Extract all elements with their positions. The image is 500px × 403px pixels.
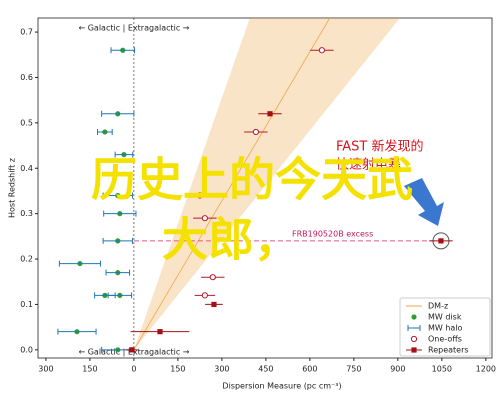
x-tick-label: 150 [82,365,97,374]
legend-box [399,297,491,357]
one-off-point [196,192,203,199]
error-bar [102,237,133,244]
y-tick-label: 0.7 [20,28,33,37]
legend-label: MW disk [428,313,462,322]
overlay-title: 大郎， [162,213,300,267]
y-axis-label: Host Redshift z [8,158,17,218]
legend-label: Repeaters [428,346,469,355]
repeater-point [267,111,273,117]
y-tick-label: 0.5 [20,118,33,127]
x-tick-label: 1200 [476,365,496,374]
dmz-line [133,17,331,351]
overlay-title: 历史上的今天武 [91,153,413,207]
error-bar [107,292,133,299]
plot-frame [37,17,493,359]
one-off-point [252,128,260,136]
error-bar [110,47,135,54]
error-bar [58,260,101,267]
x-tick-label: 450 [258,365,273,374]
y-tick-label: 0.6 [20,73,33,82]
y-tick-label: 0.0 [20,345,33,354]
y-tick-label: 0.3 [20,209,33,218]
legend-swatch [407,325,421,331]
error-bar [103,210,137,217]
legend-swatch [411,347,417,353]
one-off-point [318,47,325,54]
one-off-point [201,292,208,299]
y-tick-label: 0.1 [20,300,33,309]
x-tick-label: 1050 [432,365,452,374]
repeater-point [157,329,163,335]
x-tick-label: 300 [38,365,53,374]
legend-label: One-offs [428,335,462,344]
x-axis-label: Dispersion Measure (pc cm⁻³) [222,382,341,391]
annotation: FRB190520B excess [292,230,373,239]
repeater-point [129,347,135,353]
y-tick-label: 0.2 [20,255,33,264]
legend-label: DM-z [428,302,448,311]
error-bar [114,151,134,158]
dmz-band [133,18,400,350]
repeater-point [211,301,217,308]
x-tick-label: 900 [390,365,405,374]
repeater-point [438,238,444,244]
error-bar [57,328,97,335]
arrow [404,178,444,226]
x-tick-label: 600 [302,365,317,374]
x-tick-label: 0 [131,365,136,374]
legend-swatch [411,314,417,320]
error-bar [97,128,113,135]
overlay-note: FAST 新发现的 [336,139,424,155]
error-bar [102,192,133,199]
error-bar [101,110,135,117]
one-off-point [201,215,208,222]
legend-label: MW halo [428,324,463,333]
overlay-note: 快速射电暴 [336,157,401,173]
x-tick-label: 300 [214,365,229,374]
x-tick-label: 750 [346,365,361,374]
x-tick-label: 150 [170,365,185,374]
y-tick-label: 0.4 [20,164,33,173]
legend-swatch [410,335,418,343]
error-bar [105,269,131,276]
one-off-point [209,274,216,281]
